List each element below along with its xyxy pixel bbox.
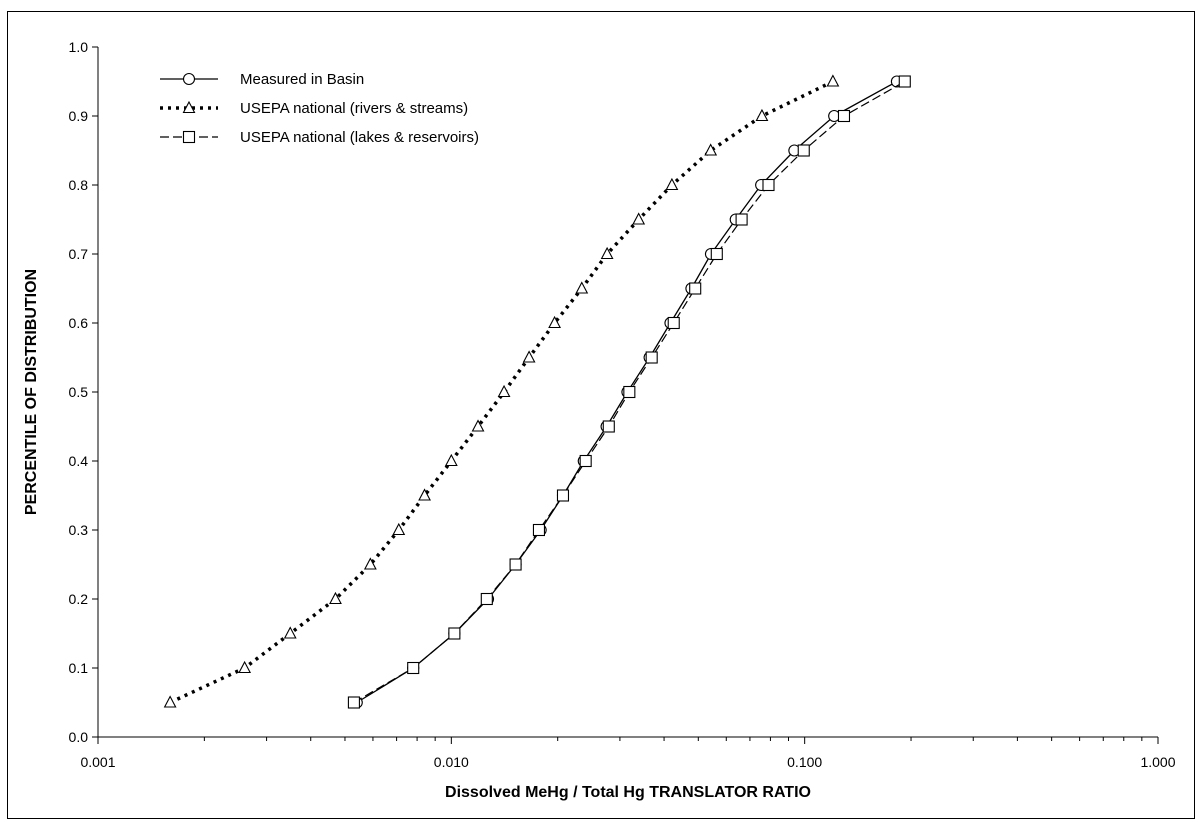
data-point-square [837, 109, 851, 123]
x-axis-title: Dissolved MeHg / Total Hg TRANSLATOR RAT… [445, 784, 811, 801]
legend-entry: USEPA national (lakes & reservoirs) [160, 129, 479, 146]
x-tick-label: 1.000 [1140, 754, 1175, 770]
data-point-square [480, 592, 493, 606]
x-tick-label: 0.001 [80, 754, 115, 770]
data-point-triangle [418, 488, 431, 501]
data-point-triangle [548, 315, 562, 329]
data-point-triangle [283, 626, 297, 639]
data-point-square [347, 696, 360, 709]
data-point-square [710, 247, 723, 261]
data-point-square [762, 178, 775, 192]
y-tick-label: 0.8 [69, 177, 89, 193]
data-point-square [735, 213, 748, 226]
data-point-triangle [632, 212, 646, 225]
x-tick-label: 0.100 [787, 754, 822, 770]
data-point-triangle [363, 557, 377, 570]
data-point-square [898, 75, 911, 88]
y-tick-label: 0.2 [69, 591, 89, 607]
data-point-triangle [497, 384, 511, 398]
data-point-triangle [238, 660, 252, 674]
data-point-square [407, 661, 420, 675]
data-point-triangle [575, 281, 589, 294]
x-axis: 0.001 0.010 0.100 1.000 [80, 736, 1176, 770]
data-point-square [667, 316, 680, 330]
y-tick-label: 0.1 [69, 660, 89, 676]
chart-frame: 0.001 0.010 0.100 1.000 0.0 0.1 0.2 0.3 0.4 0.5 0… [7, 11, 1195, 819]
data-point-square [532, 523, 546, 537]
legend-marker [182, 100, 196, 114]
legend-entry: USEPA national (rivers & streams) [160, 100, 468, 117]
percentile-distribution-chart: 0.001 0.010 0.100 1.000 0.00.10.20.30.40.50… [23, 39, 1176, 801]
y-tick-label: 0.6 [69, 315, 89, 331]
legend: Measured in Basin USEPA national (rivers … [160, 71, 479, 146]
y-tick-label: 0.9 [69, 108, 89, 124]
data-point-triangle [600, 246, 614, 260]
data-point-triangle [163, 695, 177, 708]
data-point-square [645, 351, 658, 364]
data-point-triangle [826, 74, 840, 87]
y-tick-label: 0.3 [69, 522, 89, 538]
data-point-triangle [471, 419, 485, 432]
data-point-triangle [392, 522, 406, 536]
legend-marker [182, 72, 196, 86]
data-point-square [797, 144, 810, 157]
data-point-square [579, 454, 592, 468]
y-axis-title: PERCENTILE OF DISTRIBUTION [23, 269, 40, 515]
data-point-triangle [444, 453, 458, 467]
y-tick-label: 0.4 [69, 453, 89, 469]
data-point-square [602, 420, 615, 433]
data-point-square [556, 489, 570, 502]
data-point-triangle [704, 143, 718, 156]
y-tick-label: 0.7 [69, 246, 89, 262]
series-triangle [163, 74, 840, 708]
cropped-header-text [0, 0, 1203, 9]
series-layer [163, 74, 911, 709]
y-tick-label: 1.0 [69, 39, 89, 55]
data-point-triangle [329, 591, 342, 605]
data-point-triangle [665, 177, 679, 191]
legend-label: USEPA national (lakes & reservoirs) [240, 129, 479, 146]
y-axis: 0.0 0.1 0.2 0.3 0.4 0.5 0.6 0.7 0.8 0.9 1.0 [69, 39, 99, 745]
legend-label: Measured in Basin [240, 71, 364, 88]
series-square [347, 75, 911, 709]
x-tick-label: 0.010 [434, 754, 469, 770]
legend-label: USEPA national (rivers & streams) [240, 100, 468, 117]
legend-marker [182, 130, 196, 144]
data-point-square [623, 385, 636, 399]
data-point-triangle [522, 350, 536, 363]
y-tick-label: 0.5 [69, 384, 89, 400]
data-point-square [509, 558, 522, 571]
data-point-square [448, 627, 461, 640]
legend-entry: Measured in Basin [160, 71, 364, 88]
data-point-triangle [755, 108, 769, 122]
data-point-square [689, 282, 702, 295]
y-tick-label: 0.0 [69, 729, 89, 745]
